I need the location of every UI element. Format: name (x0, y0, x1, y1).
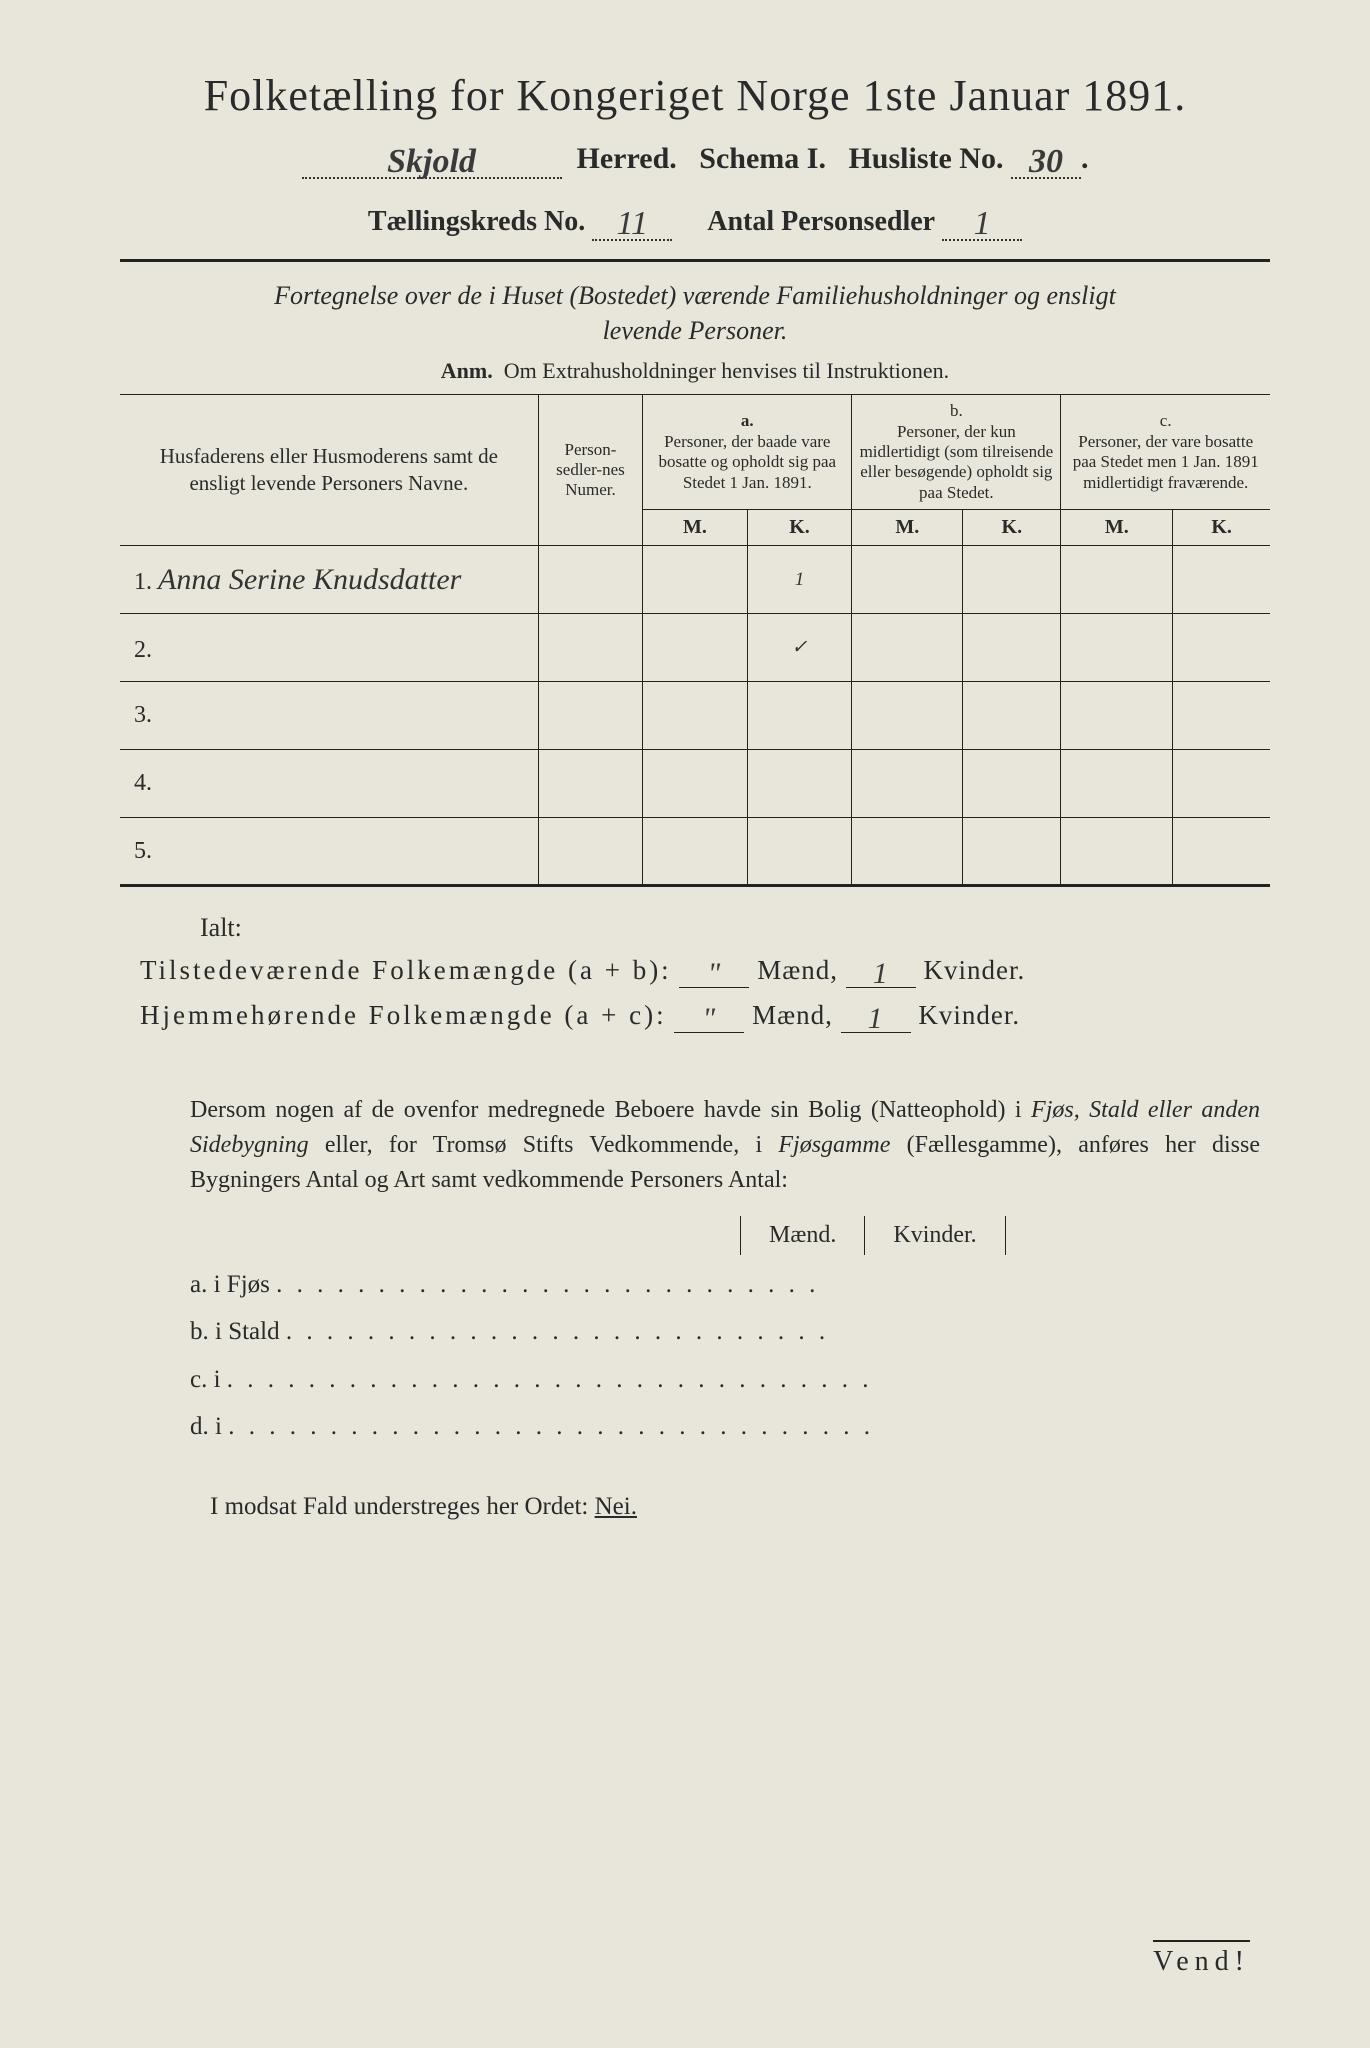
antal-label: Antal Personsedler (707, 206, 935, 237)
kreds-label: Tællingskreds No. (368, 206, 585, 237)
vend-footer: Vend! (1153, 1940, 1250, 1978)
total-ac-line: Hjemmehørende Folkemængde (a + c): " Mæn… (140, 998, 1270, 1033)
table-row: 3. (120, 682, 1270, 750)
row-a: a. i Fjøs . . . . . . . . . . . . . . . … (190, 1261, 1270, 1309)
census-form-page: Folketælling for Kongeriget Norge 1ste J… (0, 0, 1370, 2048)
name-hw: Anna Serine Knudsdatter (158, 563, 461, 596)
row-c: c. i . . . . . . . . . . . . . . . . . .… (190, 1356, 1270, 1404)
nei-line: I modsat Fald understreges her Ordet: Ne… (210, 1493, 1270, 1521)
col-b-header: Personer, der kun midlertidigt (som tilr… (860, 422, 1054, 502)
col-names-header: Husfaderens eller Husmoderens samt de en… (160, 444, 498, 495)
husliste-value: 30 (1029, 143, 1063, 180)
col-a-header: Personer, der baade vare bosatte og opho… (659, 432, 837, 492)
col-c-header: Personer, der vare bosatte paa Stedet me… (1073, 432, 1259, 492)
total-ab-line: Tilstedeværende Folkemængde (a + b): " M… (140, 953, 1270, 988)
table-row: 2. ✓ (120, 614, 1270, 682)
persons-table: Husfaderens eller Husmoderens samt de en… (120, 394, 1270, 887)
fortegnelse-heading: Fortegnelse over de i Huset (Bostedet) v… (180, 278, 1210, 348)
herred-label: Herred. (577, 142, 677, 175)
kvinder-col: Kvinder. (865, 1216, 1005, 1255)
mk-header-table: Mænd. Kvinder. (740, 1216, 1006, 1255)
maend-col: Mænd. (741, 1216, 865, 1255)
table-row: 4. (120, 750, 1270, 818)
row-d: d. i . . . . . . . . . . . . . . . . . .… (190, 1403, 1270, 1451)
kreds-line: Tællingskreds No. 11 Antal Personsedler … (120, 201, 1270, 241)
divider (120, 259, 1270, 262)
col-numer-header: Person-sedler-nes Numer. (556, 440, 625, 500)
herred-line: Skjold Herred. Schema I. Husliste No. 30… (120, 139, 1270, 179)
schema-label: Schema I. (699, 142, 826, 175)
husliste-label: Husliste No. (848, 142, 1003, 175)
page-title: Folketælling for Kongeriget Norge 1ste J… (120, 70, 1270, 121)
table-row: 1. Anna Serine Knudsdatter 1 (120, 546, 1270, 614)
table-row: 5. (120, 818, 1270, 886)
row-b: b. i Stald . . . . . . . . . . . . . . .… (190, 1308, 1270, 1356)
abcd-list: a. i Fjøs . . . . . . . . . . . . . . . … (190, 1261, 1270, 1451)
ialt-label: Ialt: (200, 913, 1270, 943)
building-paragraph: Dersom nogen af de ovenfor medregnede Be… (190, 1093, 1260, 1197)
herred-value: Skjold (387, 143, 476, 180)
anm-note: Anm. Om Extrahusholdninger henvises til … (120, 358, 1270, 384)
kreds-value: 11 (616, 205, 647, 242)
antal-value: 1 (974, 205, 991, 242)
